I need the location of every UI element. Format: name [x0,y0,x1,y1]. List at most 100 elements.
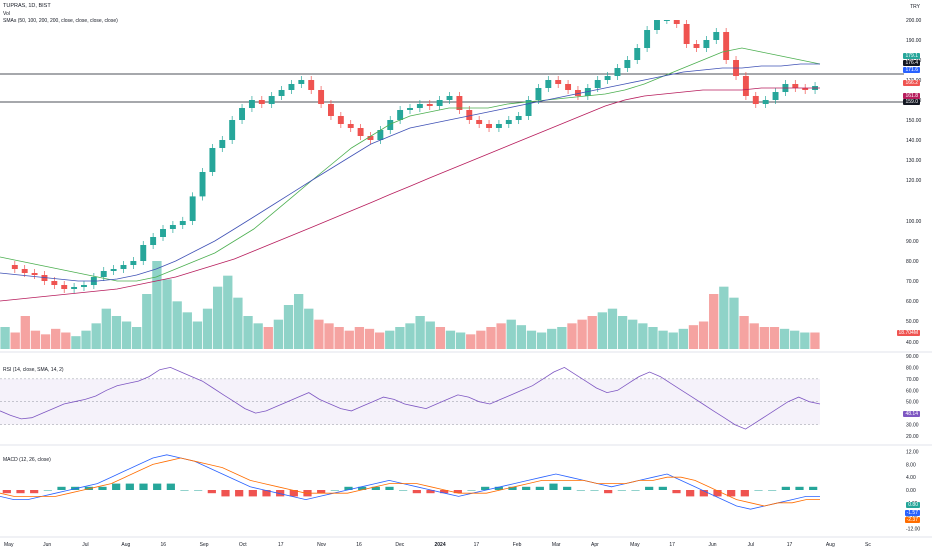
volume-bar [263,327,273,349]
candle-body [723,32,730,60]
volume-bar [344,330,354,349]
candle-body [446,96,453,100]
volume-bar [385,330,395,349]
volume-bar [688,325,699,349]
volume-bar [547,328,557,349]
candle-body [466,110,473,120]
candle-body [673,20,680,24]
volume-bar [678,328,688,349]
candle-body [624,60,631,68]
macd-tick-label: 0.00 [906,488,916,494]
candle-body [229,120,236,140]
x-axis-label: Oct [239,542,247,548]
candle-body [683,24,690,44]
volume-bar [364,328,375,349]
volume-bar [800,332,810,349]
volume-bar [395,327,405,349]
candle-body [288,84,295,90]
currency-label: TRY [910,4,920,10]
volume-bar [324,323,334,349]
macd-tick-label: 8.00 [906,462,916,468]
candle-body [742,76,749,96]
volume-bar [172,301,182,349]
price-tick-label: 70.00 [906,279,919,285]
candle-body [387,120,394,130]
candle-body [594,80,601,88]
volume-bar [597,312,608,349]
volume-bar [223,275,233,349]
volume-bar [142,294,152,349]
price-tick-label: 60.00 [906,299,919,305]
symbol-line: TUPRAS, 1D, BIST [3,3,51,9]
macd-histogram-bar [371,486,380,490]
volume-bar [405,323,415,349]
macd-histogram-bar [112,483,121,490]
macd-histogram-bar [262,490,271,497]
candle-body [31,273,38,275]
x-axis-label: 17 [669,542,675,548]
macd-histogram-bar [481,486,490,490]
volume-bar [293,294,304,349]
sma-line-3 [0,87,820,302]
macd-histogram-bar [604,490,613,494]
macd-histogram-bar [412,490,421,494]
signal-line [0,457,820,507]
macd-histogram-bar [207,490,216,494]
candle-body [51,281,58,285]
candle-body [565,84,572,90]
candle-body [347,124,354,128]
volume-bar [0,327,10,349]
macd-histogram-bar [289,490,298,497]
volume-bar [587,316,597,349]
candle-body [318,90,325,104]
macd-tick-label: -12.00 [906,526,920,532]
macd-tick-label: 12.00 [906,450,919,456]
price-tick-label: 90.00 [906,239,919,245]
volume-bar [192,321,203,349]
candle-body [160,229,166,237]
volume-bar [739,316,749,349]
volume-bar [749,323,759,349]
candle-body [268,96,275,104]
candle-body [357,128,364,136]
volume-bar [61,332,71,349]
volume-bar [759,327,769,349]
candle-body [703,40,710,48]
price-tick-label: 80.00 [906,259,919,265]
candle-body [130,261,137,265]
candle-body [71,287,78,289]
macd-histogram-bar [330,490,339,491]
macd-histogram-bar [590,490,599,491]
candle-body [416,104,423,108]
macd-histogram-bar [453,490,462,494]
candle-body [604,76,611,80]
volume-bar [790,330,800,349]
volume-bar [557,327,567,349]
sma-line-2 [0,63,820,282]
macd-histogram-bar [617,490,626,491]
candle-body [100,271,107,277]
volume-bar [30,330,41,349]
x-axis-label: Aug [826,542,835,548]
price-tick-label: 200.00 [906,18,922,24]
candle-body [298,80,305,84]
macd-histogram-bar [385,486,394,490]
candle-body [713,32,720,40]
candle-body [81,285,87,287]
volume-bar [435,327,446,349]
macd-histogram-bar [248,490,257,497]
candle-body [654,20,660,30]
x-axis-label: May [630,542,640,548]
candle-body [397,110,404,120]
candle-body [584,88,591,96]
candle-body [762,100,769,104]
macd-histogram-bar [139,483,148,490]
macd-tag: -1.57 [904,510,920,516]
candle-body [752,96,759,104]
macd-histogram-bar [317,490,326,494]
macd-histogram-bar [344,486,353,490]
candle-body [258,100,265,104]
macd-histogram-bar [672,490,681,494]
x-axis-label: Mar [552,542,561,548]
